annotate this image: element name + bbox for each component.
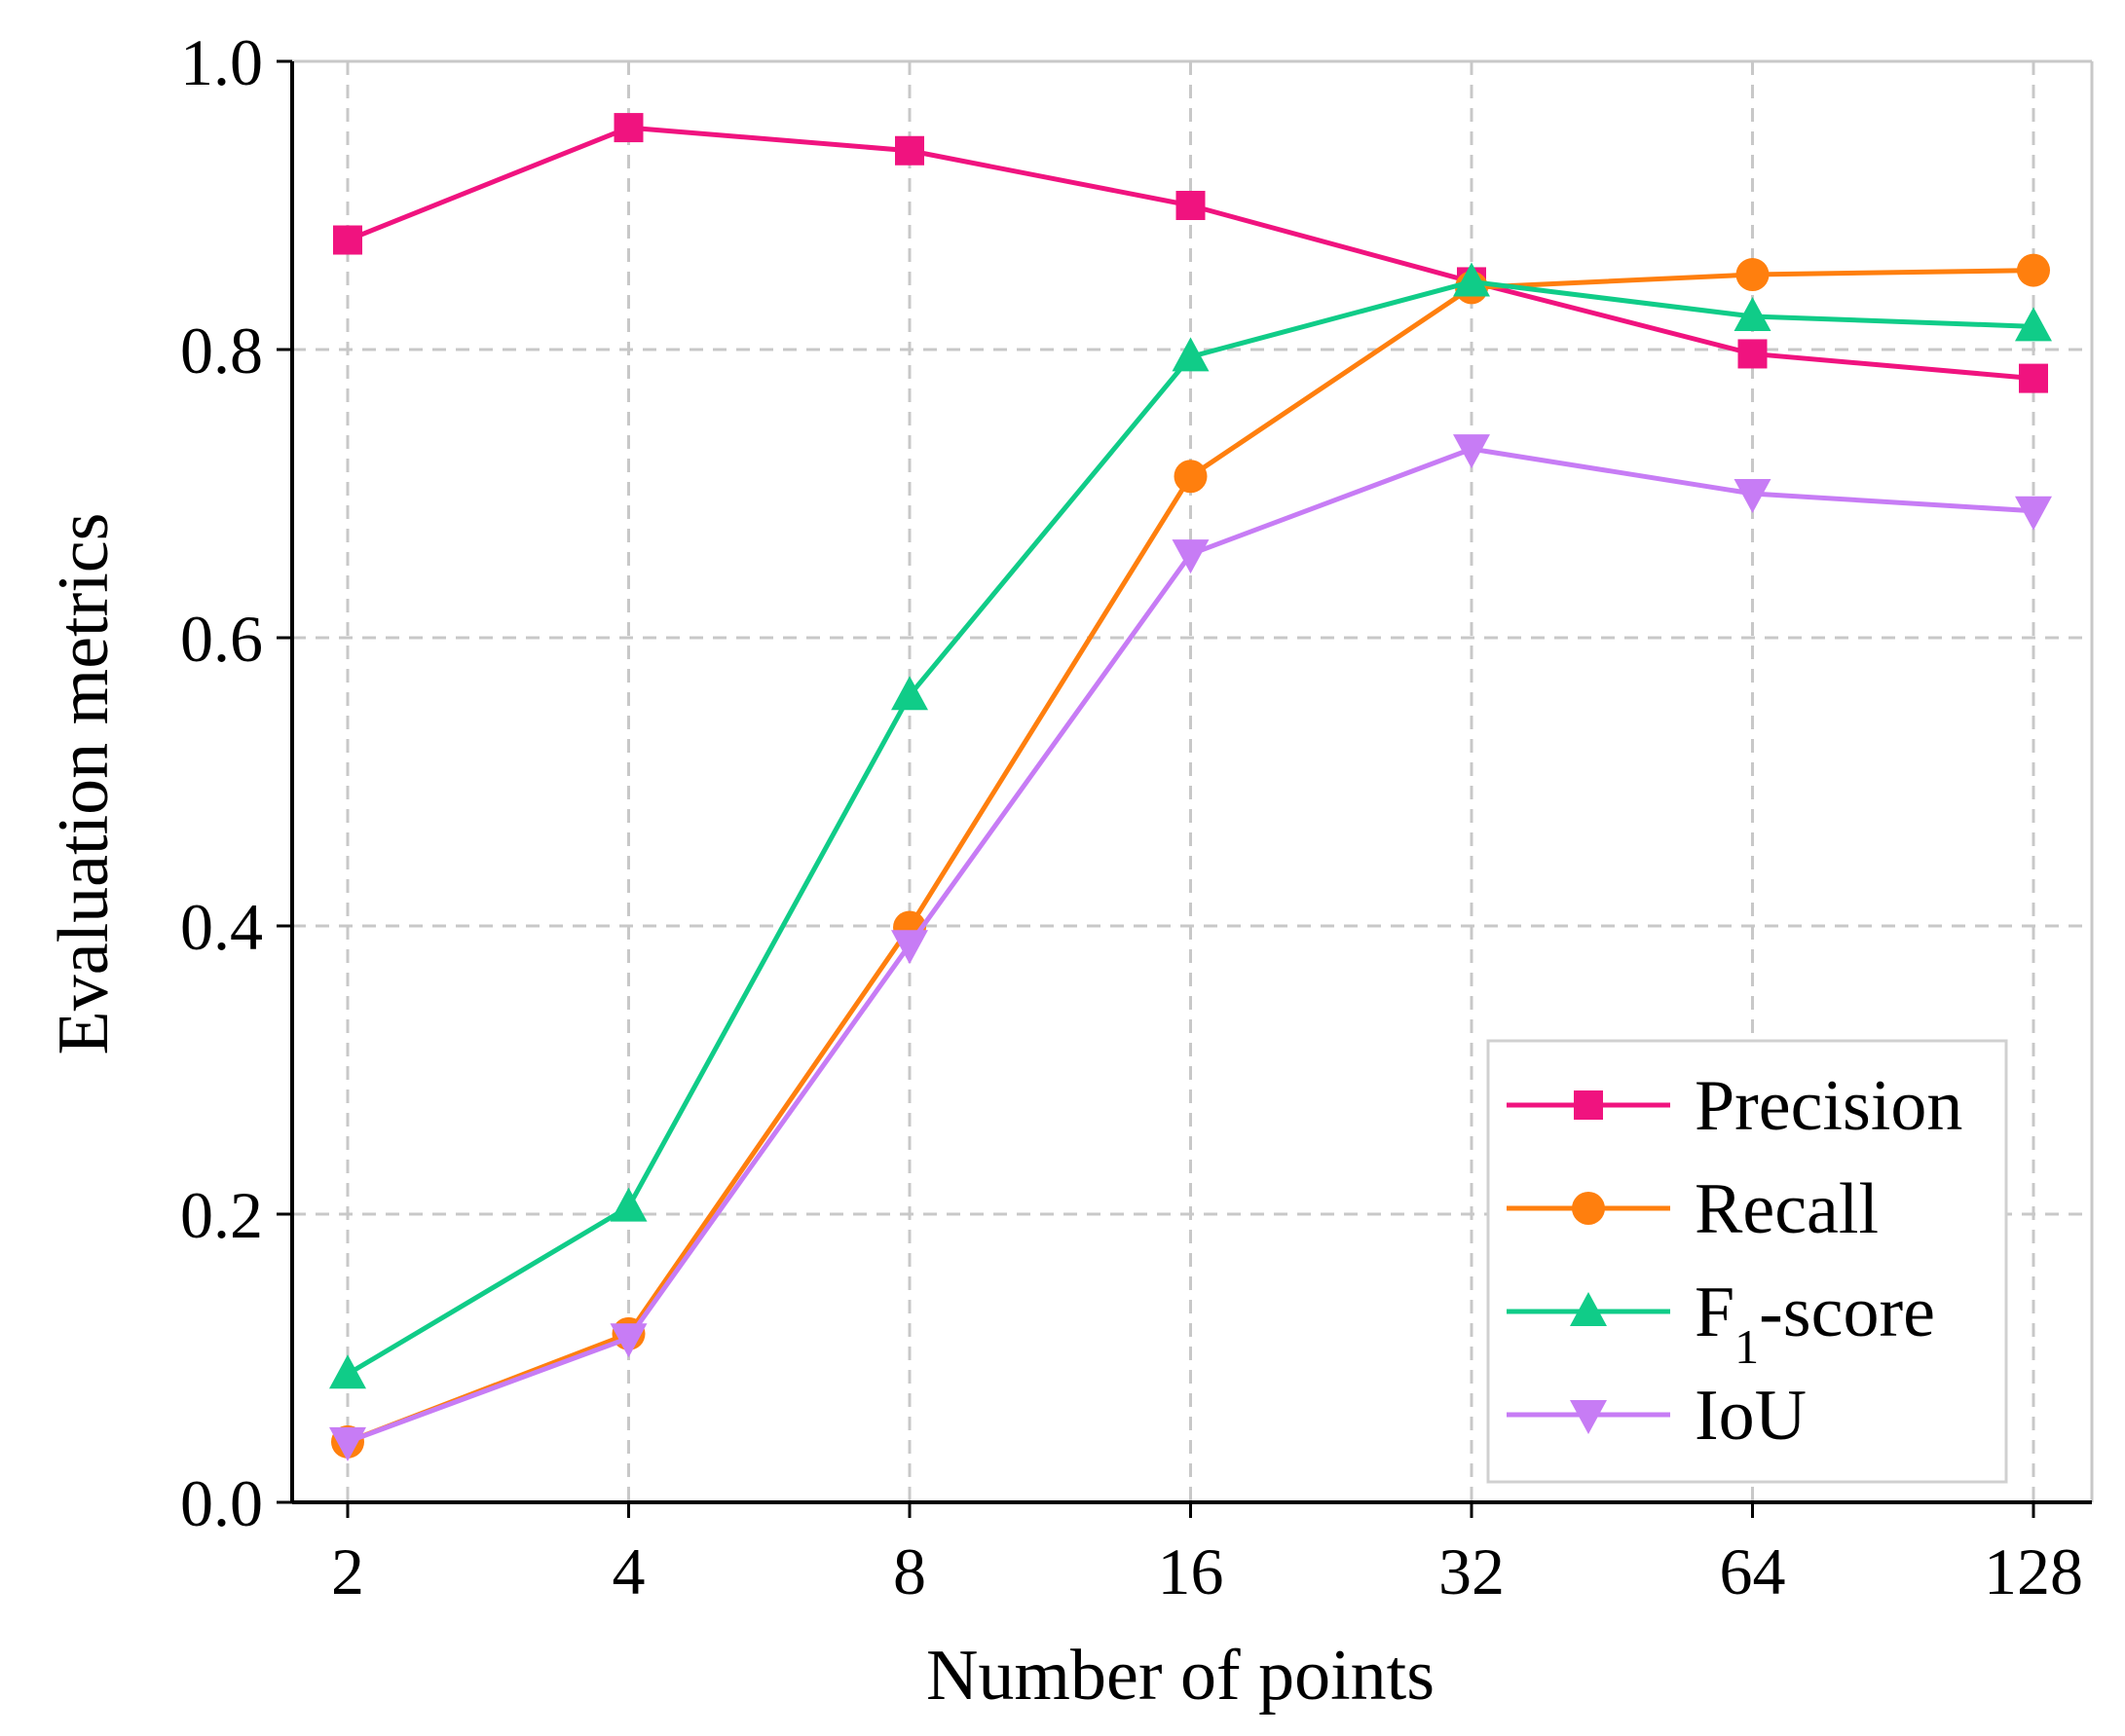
data-point [610,1323,648,1358]
legend-label: Recall [1695,1169,1879,1249]
legend-entry: Precision [1507,1066,1962,1146]
x-tick-label: 4 [613,1534,646,1608]
series-f [329,262,2052,1389]
data-point [1453,434,1490,469]
x-axis-title: Number of points [926,1636,1435,1716]
x-tick-label: 32 [1438,1534,1505,1608]
data-point [610,1187,648,1222]
data-point [333,225,362,255]
legend-label: F1-score [1695,1273,1935,1374]
data-point [1734,296,1771,331]
y-tick-label: 0.0 [180,1466,263,1540]
x-tick-label: 128 [1984,1534,2083,1608]
data-point [2015,496,2052,531]
series-iou [329,434,2052,1461]
legend-label: IoU [1695,1376,1807,1456]
tick-labels: 2 4 8 16 32 64 128 0.0 0.2 0.4 0.6 0.8 1.0 [180,25,2083,1608]
data-point [1172,539,1210,574]
legend-marker [1572,1192,1605,1225]
data-point [895,135,924,166]
data-point [2017,253,2050,287]
legend-marker [1574,1090,1603,1120]
legend-label: Precision [1695,1066,1962,1146]
data-point [1174,460,1208,494]
legend-entry: F1-score [1507,1273,1935,1374]
data-point [329,1426,366,1461]
legend-marker [1570,1400,1607,1434]
y-axis-title: Evaluation metrics [44,513,124,1055]
data-point [1172,337,1210,372]
y-tick-label: 0.2 [180,1178,263,1252]
y-tick-label: 1.0 [180,25,263,99]
data-point [2019,363,2048,393]
legend-marker [1570,1292,1607,1326]
y-tick-label: 0.8 [180,314,263,388]
legend-entry: Recall [1507,1169,1879,1249]
y-tick-label: 0.4 [180,890,263,964]
x-tick-label: 64 [1720,1534,1786,1608]
legend-entry: IoU [1507,1376,1807,1456]
series-layer [329,113,2052,1461]
data-point [1175,191,1206,220]
data-point [1735,258,1770,292]
data-point [891,930,928,965]
data-point [329,1354,366,1389]
axes [277,59,2094,1518]
y-tick-label: 0.6 [180,602,263,676]
data-point [1734,479,1771,513]
x-tick-label: 16 [1158,1534,1224,1608]
data-point [1737,339,1768,369]
data-point [614,113,644,143]
x-tick-label: 8 [893,1534,926,1608]
data-point [2015,307,2052,342]
x-tick-label: 2 [331,1534,364,1608]
data-point [1453,262,1490,297]
data-point [891,676,928,711]
